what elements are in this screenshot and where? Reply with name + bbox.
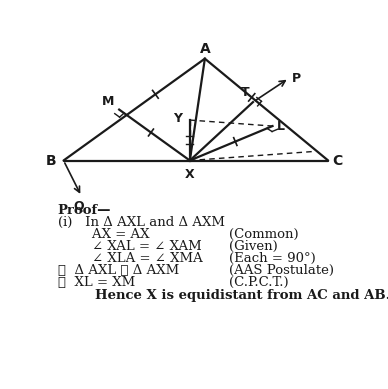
Text: P: P bbox=[292, 72, 301, 85]
Text: A: A bbox=[199, 42, 210, 56]
Text: ∴  XL = XM: ∴ XL = XM bbox=[57, 276, 135, 289]
Text: (i)   In Δ AXL and Δ AXM: (i) In Δ AXL and Δ AXM bbox=[57, 216, 225, 229]
Text: ∴  Δ AXL ≅ Δ AXM: ∴ Δ AXL ≅ Δ AXM bbox=[57, 264, 179, 277]
Text: M: M bbox=[102, 95, 115, 108]
Text: (Each = 90°): (Each = 90°) bbox=[229, 252, 316, 265]
Text: C: C bbox=[333, 154, 343, 168]
Text: (AAS Postulate): (AAS Postulate) bbox=[229, 264, 334, 277]
Text: (Given): (Given) bbox=[229, 240, 278, 253]
Text: L: L bbox=[277, 119, 285, 133]
Text: Proof—: Proof— bbox=[57, 204, 111, 217]
Text: Hence X is equidistant from AC and AB.: Hence X is equidistant from AC and AB. bbox=[57, 289, 388, 302]
Text: AX = AX: AX = AX bbox=[57, 228, 149, 241]
Text: X: X bbox=[185, 168, 195, 181]
Text: (C.P.C.T.): (C.P.C.T.) bbox=[229, 276, 289, 289]
Text: Y: Y bbox=[173, 112, 182, 125]
Text: ∠ XAL = ∠ XAM: ∠ XAL = ∠ XAM bbox=[57, 240, 201, 253]
Text: Q: Q bbox=[73, 200, 84, 212]
Text: T: T bbox=[241, 86, 250, 99]
Text: ∠ XLA = ∠ XMA: ∠ XLA = ∠ XMA bbox=[57, 252, 202, 265]
Text: (Common): (Common) bbox=[229, 228, 298, 241]
Text: B: B bbox=[45, 154, 56, 168]
